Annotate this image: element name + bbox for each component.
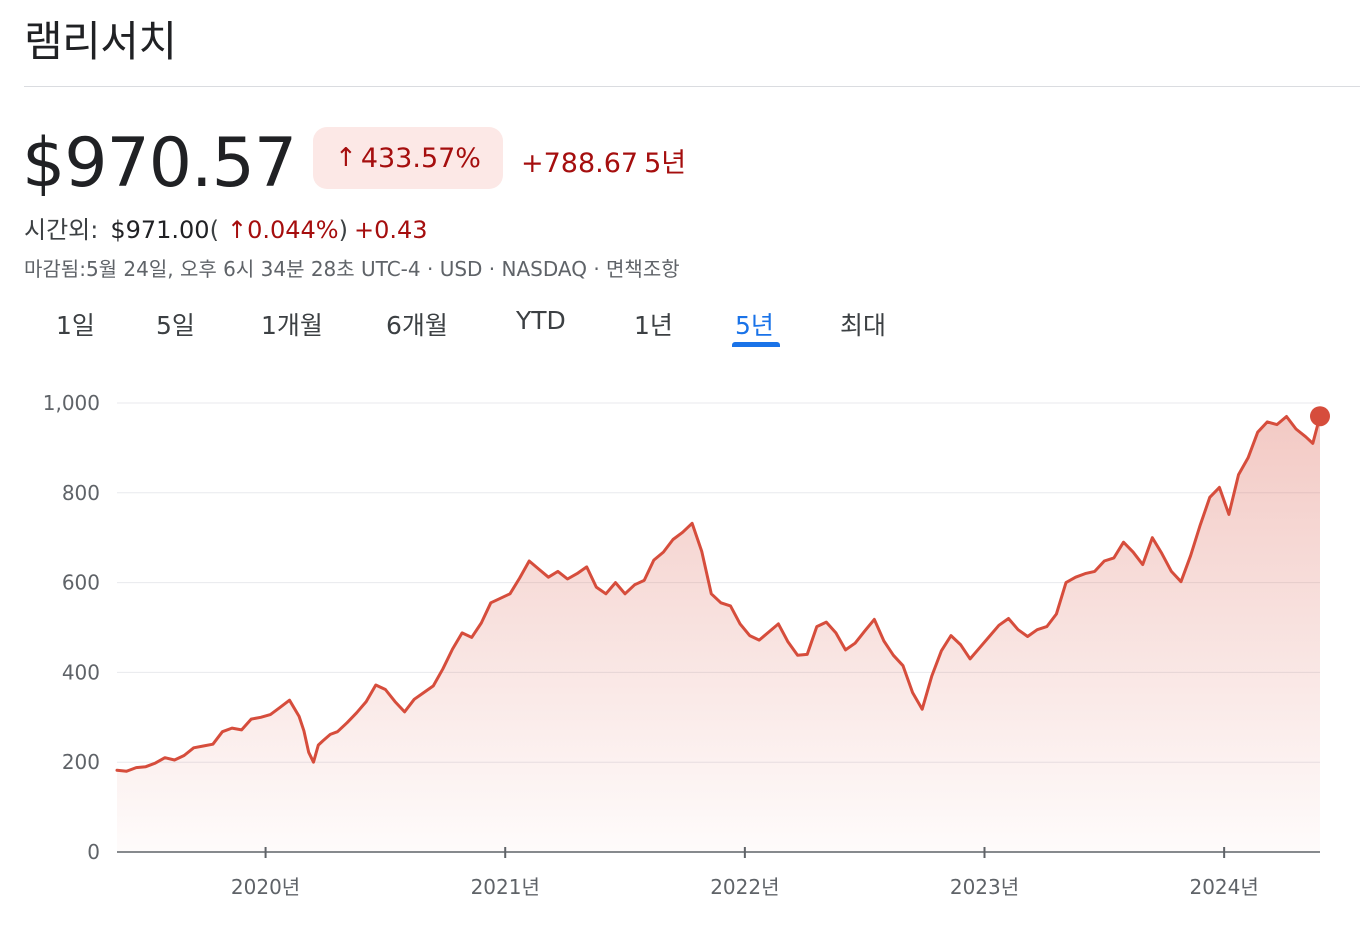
y-tick-label: 0: [87, 840, 100, 864]
tab-max[interactable]: 최대: [840, 311, 887, 340]
tab-5y[interactable]: 5년: [735, 311, 774, 340]
tab-1d[interactable]: 1일: [56, 311, 95, 340]
x-axis-ticks: 2020년 2021년 2022년 2023년 2024년: [231, 847, 1259, 899]
tab-1y[interactable]: 1년: [634, 311, 673, 340]
tab-ytd[interactable]: YTD: [516, 306, 566, 335]
change-percent-badge: ↑ 433.57%: [313, 127, 503, 189]
tab-5d[interactable]: 5일: [156, 311, 195, 340]
x-tick-label: 2021년: [471, 875, 540, 899]
after-hours-percent: ↑0.044%: [226, 216, 339, 244]
page-title: 램리서치: [24, 17, 177, 66]
range-tabs: 1일 5일 1개월 6개월 YTD 1년 5년 최대: [0, 300, 1000, 350]
y-tick-label: 800: [62, 481, 100, 505]
price-area: [117, 416, 1320, 852]
y-tick-label: 600: [62, 571, 100, 595]
x-tick-label: 2023년: [950, 875, 1019, 899]
active-tab-indicator: [732, 342, 780, 347]
current-price: $970.57: [22, 124, 297, 203]
arrow-up-icon: ↑: [335, 143, 357, 173]
y-tick-label: 400: [62, 660, 100, 684]
y-tick-label: 1,000: [43, 391, 100, 415]
y-axis-labels: 0 200 400 600 800 1,000: [43, 391, 100, 864]
x-tick-label: 2022년: [710, 875, 779, 899]
after-hours-change: +0.43: [353, 216, 428, 244]
change-absolute: +788.67 5년: [521, 141, 686, 180]
y-tick-label: 200: [62, 750, 100, 774]
x-tick-label: 2020년: [231, 875, 300, 899]
change-absolute-value: +788.67: [521, 148, 639, 179]
change-period: 5년: [644, 148, 687, 179]
change-percent: 433.57%: [360, 142, 481, 174]
tab-1m[interactable]: 1개월: [261, 311, 323, 340]
after-hours-price: $971.00: [110, 216, 210, 244]
price-line: [115, 414, 1322, 773]
after-hours-label: 시간외:: [24, 216, 99, 244]
after-hours-row: 시간외: $971.00(↑0.044%) +0.43: [24, 210, 428, 245]
after-hours-open-paren: (: [209, 216, 219, 244]
header-divider: [24, 86, 1360, 87]
market-status-meta: 마감됨:5월 24일, 오후 6시 34분 28초 UTC-4 · USD · …: [24, 257, 680, 281]
x-tick-label: 2024년: [1189, 875, 1258, 899]
tab-6m[interactable]: 6개월: [386, 311, 448, 340]
after-hours-close-paren: ): [338, 216, 348, 244]
last-price-marker[interactable]: [1310, 406, 1330, 427]
